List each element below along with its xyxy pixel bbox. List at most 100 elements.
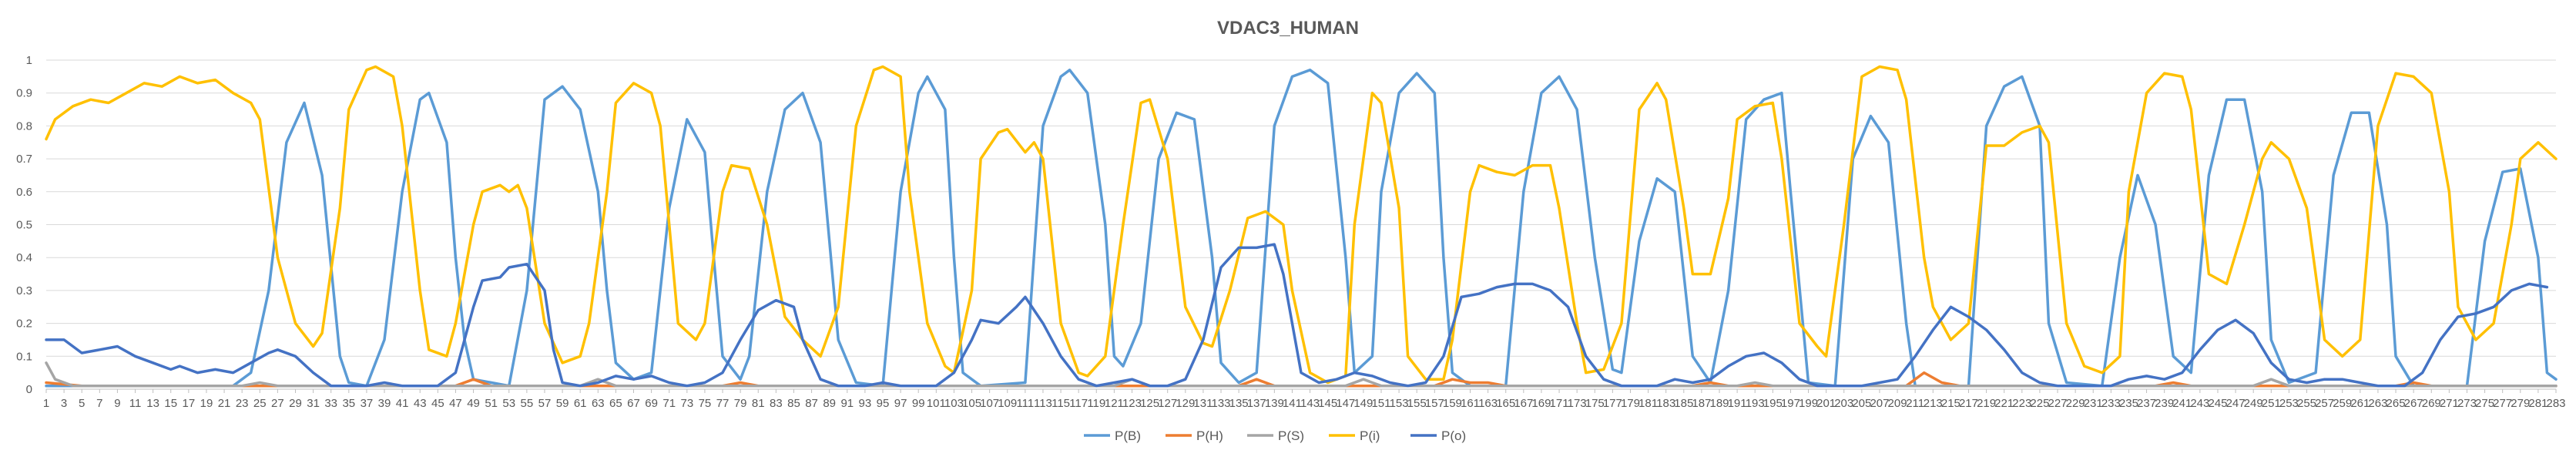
x-tick-label: 47 [449, 397, 462, 410]
x-tick-label: 223 [2012, 397, 2031, 410]
x-tick-label: 227 [2048, 397, 2068, 410]
x-tick-label: 225 [2030, 397, 2049, 410]
x-tick-label: 161 [1461, 397, 1480, 410]
x-tick-label: 133 [1212, 397, 1231, 410]
x-tick-label: 191 [1728, 397, 1747, 410]
x-tick-label: 103 [944, 397, 964, 410]
series-lines [45, 65, 2558, 388]
x-tick-label: 275 [2475, 397, 2494, 410]
x-tick-label: 237 [2137, 397, 2156, 410]
x-tick-label: 89 [823, 397, 836, 410]
legend: P(B) P(H) P(S) P(i) P(o) [1084, 428, 1466, 443]
y-tick-label: 1 [26, 54, 32, 67]
x-tick-label: 231 [2084, 397, 2103, 410]
x-tick-label: 91 [840, 397, 854, 410]
x-tick-label: 211 [1906, 397, 1924, 410]
x-tick-label: 197 [1781, 397, 1800, 410]
y-tick-label: 0.2 [16, 318, 32, 331]
gridlines [46, 59, 2556, 390]
x-tick-label: 199 [1799, 397, 1818, 410]
x-tick-label: 11 [129, 397, 142, 410]
x-tick-label: 187 [1692, 397, 1711, 410]
x-tick-label: 111 [1016, 397, 1034, 410]
y-tick-label: 0.7 [16, 153, 32, 166]
x-tick-label: 209 [1888, 397, 1907, 410]
x-tick-label: 1 [43, 397, 49, 410]
x-tick-label: 37 [361, 397, 374, 410]
x-tick-label: 229 [2066, 397, 2085, 410]
x-tick-label: 243 [2190, 397, 2209, 410]
x-tick-label: 239 [2155, 397, 2174, 410]
x-tick-label: 255 [2297, 397, 2316, 410]
x-tick-label: 265 [2386, 397, 2406, 410]
x-tick-label: 115 [1052, 397, 1070, 410]
x-tick-label: 145 [1318, 397, 1337, 410]
x-tick-label: 163 [1478, 397, 1498, 410]
x-tick-label: 205 [1852, 397, 1871, 410]
x-tick-label: 151 [1371, 397, 1390, 410]
x-tick-label: 93 [859, 397, 872, 410]
x-tick-label: 135 [1229, 397, 1249, 410]
x-tick-label: 13 [146, 397, 159, 410]
x-tick-label: 277 [2493, 397, 2512, 410]
y-tick-label: 0.6 [16, 186, 32, 199]
y-tick-label: 0.4 [16, 251, 32, 264]
x-tick-label: 171 [1550, 397, 1569, 410]
x-tick-label: 141 [1283, 397, 1302, 410]
x-tick-label: 65 [609, 397, 622, 410]
x-tick-label: 99 [912, 397, 925, 410]
x-tick-label: 63 [592, 397, 605, 410]
x-tick-label: 245 [2208, 397, 2227, 410]
x-tick-label: 137 [1247, 397, 1266, 410]
y-tick-label: 0.8 [16, 119, 32, 133]
x-tick-label: 217 [1959, 397, 1978, 410]
series-line-pi [45, 65, 2558, 385]
x-tick-label: 29 [289, 397, 302, 410]
x-tick-label: 21 [218, 397, 231, 410]
chart-title: VDAC3_HUMAN [1217, 18, 1359, 39]
x-tick-label: 143 [1300, 397, 1320, 410]
x-tick-label: 215 [1941, 397, 1961, 410]
y-tick-label: 0.3 [16, 284, 32, 297]
x-tick-label: 43 [414, 397, 427, 410]
x-tick-label: 23 [236, 397, 249, 410]
x-tick-label: 269 [2422, 397, 2441, 410]
x-tick-label: 271 [2440, 397, 2459, 410]
x-tick-label: 159 [1443, 397, 1462, 410]
x-tick-label: 25 [253, 397, 267, 410]
x-tick-label: 201 [1816, 397, 1836, 410]
x-tick-label: 79 [734, 397, 747, 410]
x-tick-label: 59 [556, 397, 569, 410]
x-tick-label: 213 [1924, 397, 1943, 410]
x-tick-label: 235 [2119, 397, 2138, 410]
legend-label-pb: P(B) [1115, 428, 1141, 443]
x-tick-label: 105 [962, 397, 981, 410]
x-tick-label: 27 [271, 397, 284, 410]
x-tick-label: 75 [699, 397, 712, 410]
x-tick-label: 253 [2279, 397, 2299, 410]
x-tick-label: 149 [1353, 397, 1373, 410]
x-tick-label: 121 [1105, 397, 1124, 410]
x-tick-label: 71 [662, 397, 676, 410]
x-tick-label: 33 [324, 397, 337, 410]
x-tick-label: 73 [680, 397, 693, 410]
x-tick-label: 221 [1994, 397, 2014, 410]
x-tick-label: 183 [1656, 397, 1675, 410]
x-tick-label: 267 [2404, 397, 2423, 410]
x-tick-label: 273 [2457, 397, 2477, 410]
x-tick-label: 17 [183, 397, 196, 410]
x-tick-label: 195 [1763, 397, 1783, 410]
x-tick-label: 113 [1034, 397, 1052, 410]
x-tick-label: 69 [645, 397, 658, 410]
x-tick-label: 203 [1834, 397, 1853, 410]
x-tick-label: 119 [1087, 397, 1105, 410]
legend-label-pi: P(i) [1360, 428, 1380, 443]
x-tick-label: 81 [752, 397, 765, 410]
x-tick-label: 251 [2262, 397, 2281, 410]
x-tick-label: 45 [431, 397, 444, 410]
y-tick-label: 0.1 [16, 350, 32, 363]
series-line-pb [45, 69, 2558, 388]
legend-label-ph: P(H) [1196, 428, 1223, 443]
x-tick-label: 49 [467, 397, 480, 410]
